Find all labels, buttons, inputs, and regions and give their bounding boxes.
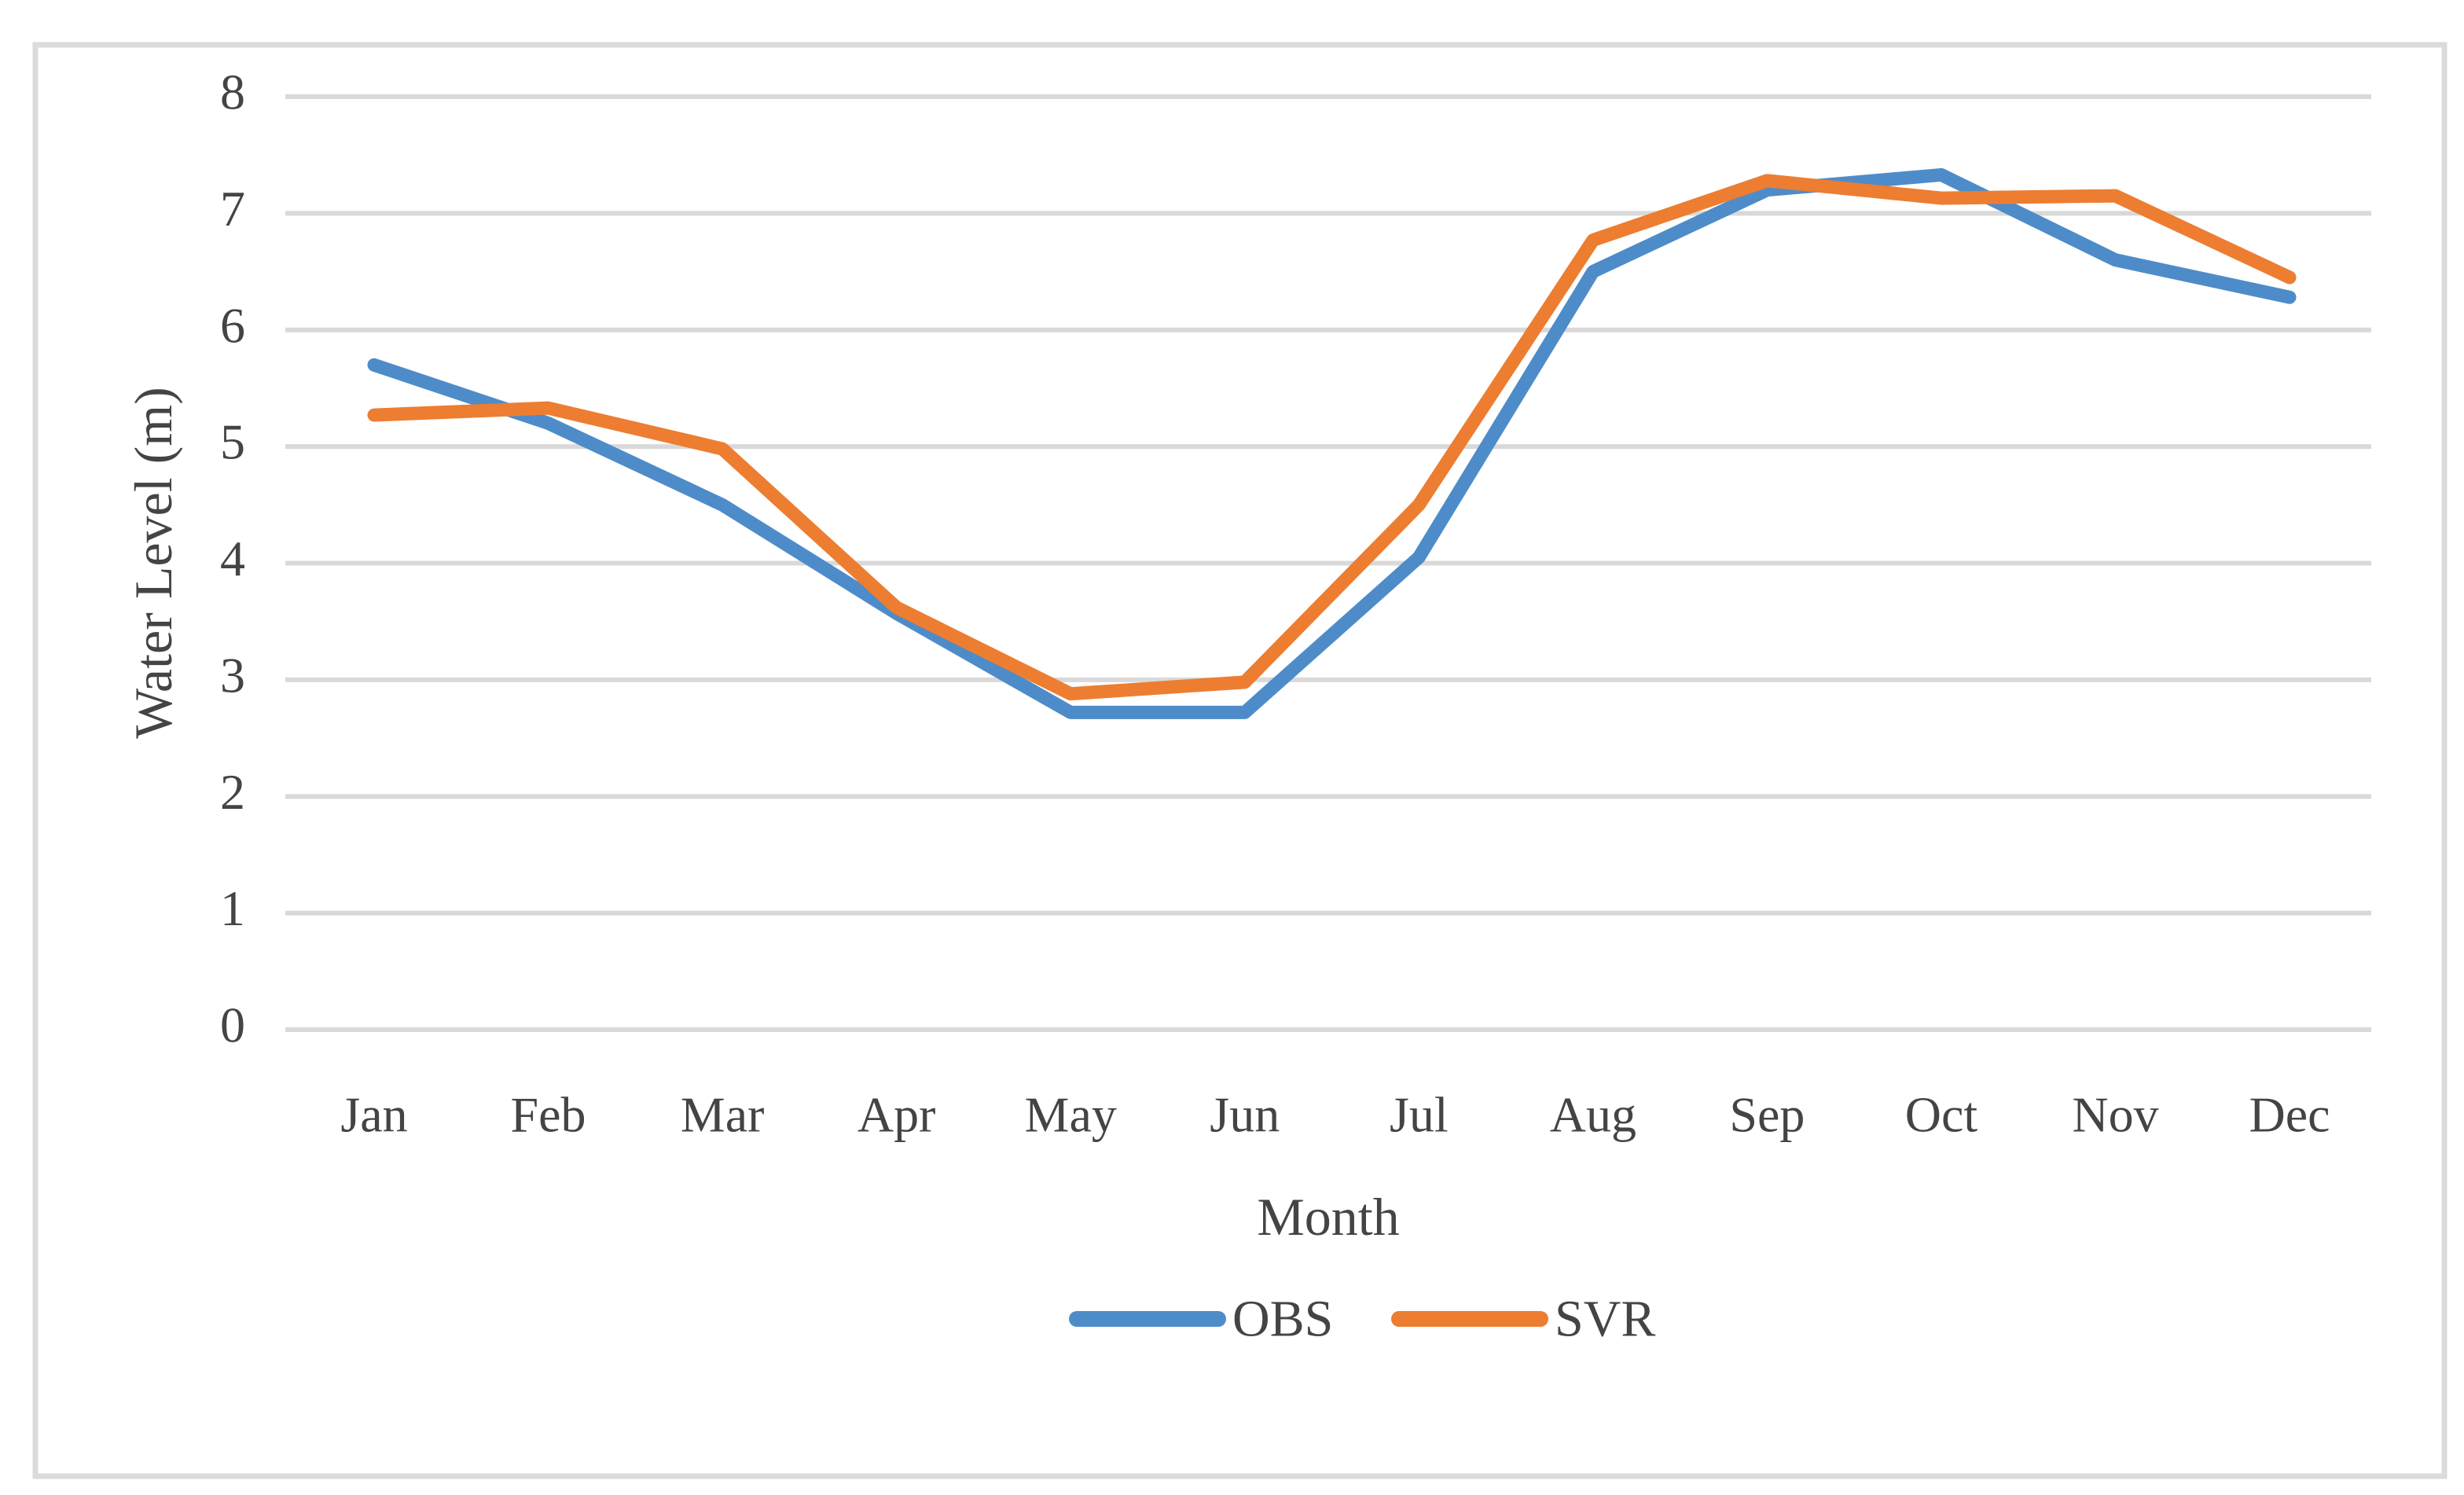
- legend-label-SVR: SVR: [1555, 1291, 1655, 1348]
- x-tick-label: Sep: [1729, 1087, 1805, 1143]
- x-tick-label: Dec: [2249, 1087, 2330, 1143]
- x-tick-label: Apr: [857, 1087, 936, 1143]
- y-tick-label: 6: [220, 297, 245, 353]
- x-tick-label: Jul: [1390, 1087, 1449, 1143]
- y-axis-title: Water Level (m): [123, 387, 183, 739]
- legend-label-OBS: OBS: [1232, 1291, 1333, 1348]
- y-tick-label: 4: [220, 531, 245, 586]
- y-tick-label: 3: [220, 647, 245, 703]
- x-tick-label: Aug: [1550, 1087, 1636, 1143]
- y-tick-label: 0: [220, 997, 245, 1053]
- y-tick-labels: 0 1 2 3 4 5 6 7 8: [220, 64, 245, 1053]
- series-lines: [367, 167, 2297, 719]
- x-tick-label: Jun: [1210, 1087, 1280, 1143]
- figure-border: [32, 42, 2447, 1479]
- x-tick-label: May: [1025, 1087, 1117, 1143]
- x-tick-label: Feb: [511, 1087, 586, 1143]
- x-tick-labels: Jan Feb Mar Apr May Jun Jul Aug Sep Oct Nov Dec: [340, 1087, 2330, 1143]
- series-line-SVR: [367, 174, 2297, 701]
- y-tick-label: 7: [220, 181, 245, 237]
- gridlines: [285, 94, 2371, 1032]
- y-tick-label: 1: [220, 880, 245, 936]
- x-tick-label: Jan: [340, 1087, 407, 1143]
- x-tick-label: Nov: [2072, 1087, 2158, 1143]
- y-tick-label: 8: [220, 64, 245, 120]
- legend: OBS SVR: [1069, 1291, 1655, 1348]
- series-line-OBS: [367, 167, 2297, 719]
- x-tick-label: Oct: [1905, 1087, 1978, 1143]
- y-tick-label: 5: [220, 414, 245, 470]
- y-tick-label: 2: [220, 764, 245, 820]
- x-axis-title: Month: [1257, 1187, 1399, 1247]
- x-tick-label: Mar: [681, 1087, 765, 1143]
